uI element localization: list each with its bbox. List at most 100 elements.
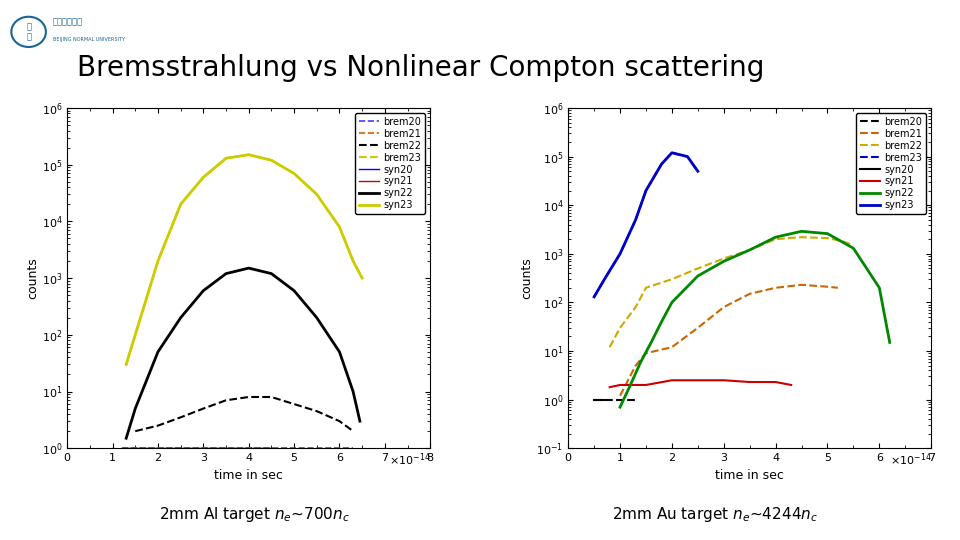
syn21 xyxy=(614,382,626,388)
brem22 xyxy=(692,265,704,272)
Text: 北京师范大学: 北京师范大学 xyxy=(53,17,83,26)
brem23 xyxy=(692,168,704,174)
brem23 xyxy=(243,152,254,158)
brem20 xyxy=(311,445,323,451)
syn22 xyxy=(153,349,164,355)
Text: BEIJING NORMAL UNIVERSITY: BEIJING NORMAL UNIVERSITY xyxy=(53,37,125,42)
brem22 xyxy=(630,304,641,310)
brem23 xyxy=(666,150,678,156)
Line: syn22: syn22 xyxy=(620,231,890,407)
syn23 xyxy=(311,191,323,198)
syn21 xyxy=(744,379,756,385)
brem20 xyxy=(175,445,186,451)
brem23 xyxy=(599,276,611,282)
brem23 xyxy=(175,201,186,207)
syn23 xyxy=(666,150,678,156)
brem22 xyxy=(311,408,323,414)
brem20 xyxy=(630,396,641,403)
brem22 xyxy=(744,247,756,253)
syn22 xyxy=(266,271,277,277)
syn23 xyxy=(220,155,231,161)
brem20 xyxy=(130,445,141,451)
brem21 xyxy=(614,393,626,399)
syn23 xyxy=(288,170,300,177)
Line: brem23: brem23 xyxy=(594,153,698,297)
brem20 xyxy=(614,396,626,403)
Line: brem22: brem22 xyxy=(610,237,853,347)
brem23 xyxy=(288,170,300,177)
brem23 xyxy=(614,251,626,257)
syn21 xyxy=(718,377,730,383)
brem22 xyxy=(266,394,277,400)
syn23 xyxy=(198,174,209,180)
brem23 xyxy=(640,187,652,194)
syn23 xyxy=(175,201,186,207)
Line: syn22: syn22 xyxy=(126,268,360,438)
Text: Bremsstrahlung vs Nonlinear Compton scattering: Bremsstrahlung vs Nonlinear Compton scat… xyxy=(77,54,764,82)
brem20 xyxy=(198,445,209,451)
brem22 xyxy=(604,344,615,350)
syn22 xyxy=(220,271,231,277)
syn23 xyxy=(130,332,141,338)
syn23 xyxy=(120,361,132,368)
syn20 xyxy=(588,396,600,403)
brem21 xyxy=(640,350,652,356)
brem21 xyxy=(666,344,678,350)
brem20 xyxy=(599,396,611,403)
syn22 xyxy=(848,245,859,252)
Line: syn23: syn23 xyxy=(594,153,698,297)
syn22 xyxy=(175,314,186,321)
syn23 xyxy=(599,276,611,282)
brem20 xyxy=(348,445,359,451)
brem21 xyxy=(692,325,704,331)
Line: syn23: syn23 xyxy=(126,155,362,364)
brem22 xyxy=(640,285,652,291)
syn23 xyxy=(334,224,346,230)
syn22 xyxy=(288,287,300,294)
brem21 xyxy=(718,304,730,310)
brem20 xyxy=(220,445,231,451)
syn22 xyxy=(120,435,132,442)
brem21 xyxy=(796,281,807,288)
syn21 xyxy=(604,384,615,390)
syn23 xyxy=(243,152,254,158)
brem22 xyxy=(666,276,678,282)
brem22 xyxy=(348,428,359,434)
syn22 xyxy=(796,228,807,234)
syn22 xyxy=(822,231,833,237)
Text: 2mm Au target $n_e$~4244$n_c$: 2mm Au target $n_e$~4244$n_c$ xyxy=(612,505,818,524)
syn22 xyxy=(718,258,730,265)
syn23 xyxy=(588,294,600,300)
syn22 xyxy=(311,314,323,321)
Text: $\times10^{-14}$: $\times10^{-14}$ xyxy=(389,451,430,468)
Line: syn21: syn21 xyxy=(610,380,791,387)
syn21 xyxy=(266,445,277,451)
brem23 xyxy=(630,217,641,223)
Text: 2mm Al target $n_e$~700$n_c$: 2mm Al target $n_e$~700$n_c$ xyxy=(159,505,349,524)
Legend: brem20, brem21, brem22, brem23, syn20, syn21, syn22, syn23: brem20, brem21, brem22, brem23, syn20, s… xyxy=(355,113,425,214)
brem21 xyxy=(266,445,277,451)
brem22 xyxy=(153,422,164,429)
syn22 xyxy=(198,287,209,294)
brem23 xyxy=(656,161,667,167)
syn23 xyxy=(356,275,368,281)
brem23 xyxy=(130,332,141,338)
syn20 xyxy=(599,396,611,403)
brem23 xyxy=(334,224,346,230)
syn22 xyxy=(692,273,704,279)
X-axis label: time in sec: time in sec xyxy=(214,469,283,482)
brem23 xyxy=(153,258,164,264)
syn23 xyxy=(656,161,667,167)
syn21 xyxy=(770,379,781,385)
brem22 xyxy=(718,255,730,262)
syn22 xyxy=(354,418,366,424)
brem20 xyxy=(288,445,300,451)
Text: 北
师: 北 师 xyxy=(26,22,31,42)
syn22 xyxy=(635,359,646,365)
brem21 xyxy=(630,362,641,369)
brem23 xyxy=(682,153,693,160)
brem22 xyxy=(334,418,346,424)
brem20 xyxy=(116,445,128,451)
Legend: brem20, brem21, brem22, brem23, syn20, syn21, syn22, syn23: brem20, brem21, brem22, brem23, syn20, s… xyxy=(856,113,926,214)
syn22 xyxy=(645,339,657,346)
